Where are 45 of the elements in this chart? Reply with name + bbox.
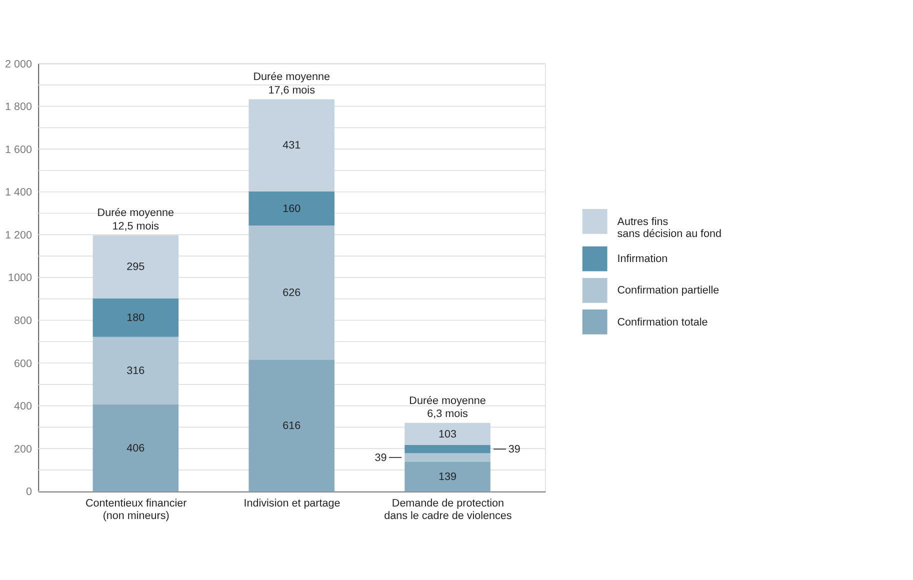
x-tick-label: Demande de protection dans le cadre de violences (384, 498, 512, 522)
data-label: 180 (126, 312, 145, 324)
bar (404, 444, 490, 454)
y-tick-label: 800 (14, 314, 32, 327)
data-label: 316 (126, 365, 145, 378)
data-label: 39 (374, 452, 387, 464)
x-tick-label: Indivision et partage (244, 498, 340, 510)
data-label: 160 (282, 202, 301, 215)
y-tick-label: 1 200 (5, 229, 32, 242)
bar (248, 99, 334, 192)
y-tick-label: 200 (14, 443, 32, 456)
y-tick-label: 0 (26, 486, 32, 498)
legend-label: Confirmation totale (617, 316, 708, 328)
bar (248, 226, 334, 360)
data-label: 626 (282, 286, 301, 299)
bar (404, 462, 490, 492)
legend-label: Autres fins sans décision au fond (617, 216, 722, 240)
bar (92, 404, 179, 492)
data-label: 616 (282, 420, 301, 432)
bar (248, 191, 334, 226)
data-label: 406 (126, 442, 145, 454)
annotation: Durée moyenne 12,5 mois (97, 207, 174, 232)
bar (404, 422, 490, 445)
data-label: 431 (282, 140, 301, 152)
bar (92, 298, 179, 337)
data-label: 103 (438, 428, 457, 440)
y-tick-label: 400 (14, 400, 32, 413)
y-tick-label: 1 800 (5, 101, 32, 114)
bar (404, 453, 490, 462)
bar (92, 336, 179, 405)
y-tick-label: 2 000 (5, 58, 32, 70)
bar (92, 235, 179, 298)
data-label: 39 (508, 443, 520, 456)
bar (248, 360, 334, 492)
annotation: Durée moyenne 6,3 mois (409, 394, 486, 420)
y-tick-label: 1 600 (5, 144, 32, 156)
annotation: Durée moyenne 17,6 mois (253, 71, 330, 96)
legend-label: Confirmation partielle (617, 284, 720, 297)
x-tick-label: Contentieux financier (non mineurs) (85, 498, 188, 522)
y-tick-label: 1000 (8, 272, 32, 284)
y-tick-label: 600 (14, 358, 32, 370)
y-tick-label: 1 400 (5, 186, 32, 199)
data-label: 139 (438, 470, 457, 483)
legend-label: Infirmation (617, 253, 668, 266)
data-label: 295 (126, 261, 145, 274)
